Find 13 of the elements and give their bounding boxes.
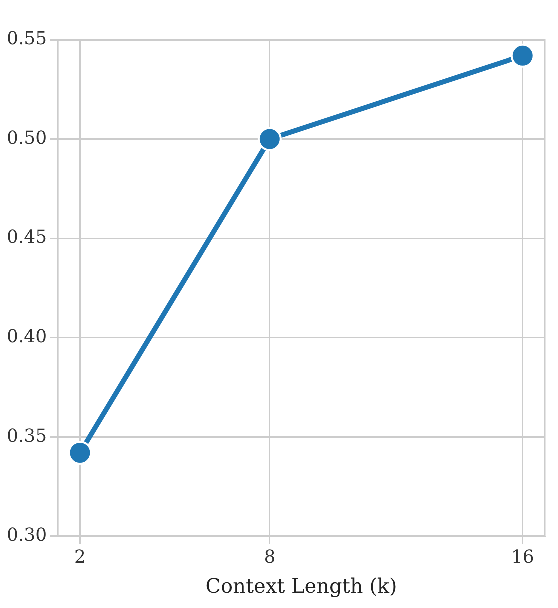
y-tick-label: 0.35 (7, 426, 48, 447)
y-tick-label: 0.50 (7, 128, 48, 149)
point (258, 127, 282, 152)
y-tick-label: 0.40 (7, 326, 48, 348)
point (68, 441, 92, 466)
x-tick-label: 8 (264, 546, 276, 568)
point (510, 44, 535, 68)
x-tick-label: 2 (74, 546, 86, 568)
y-tick-label: 0.45 (7, 227, 48, 248)
x-tick-label: 16 (511, 546, 534, 568)
y-tick-label: 0.30 (7, 525, 48, 546)
x-axis-title: Context Length (k) (206, 574, 398, 598)
y-tick-label: 0.55 (7, 28, 48, 50)
